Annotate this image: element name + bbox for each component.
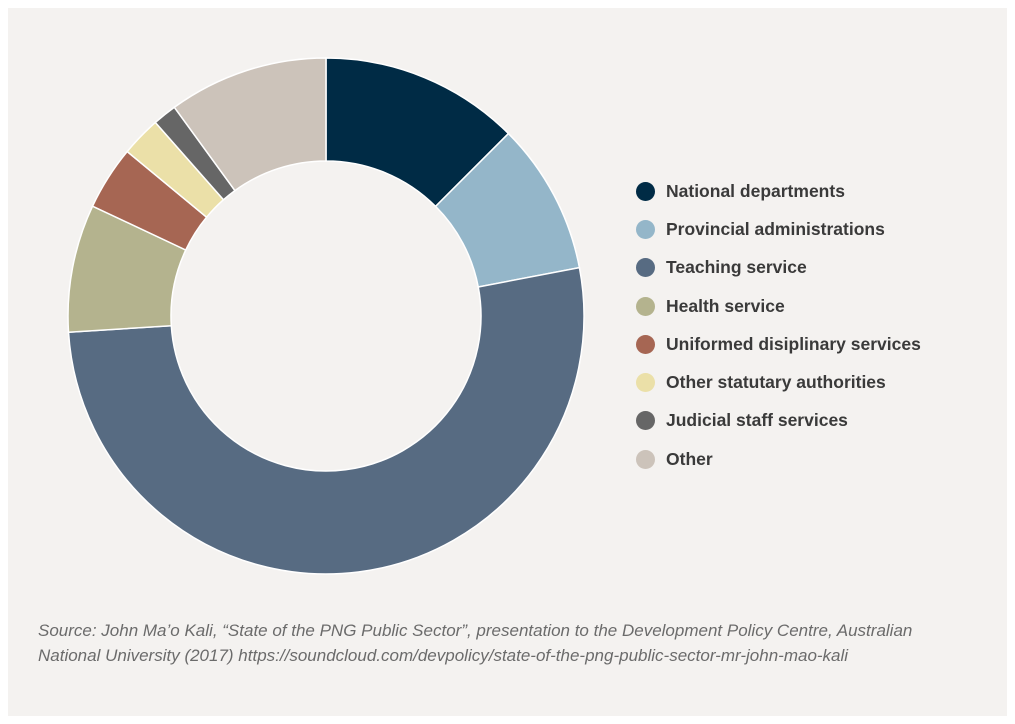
legend-swatch: [636, 449, 655, 469]
legend-item: Teaching service: [636, 249, 921, 287]
legend-swatch: [636, 373, 655, 393]
legend-item: Other statutary authorities: [636, 363, 921, 401]
legend-item: National departments: [636, 172, 921, 210]
donut-chart: [67, 57, 585, 575]
legend-swatch: [636, 181, 655, 201]
legend-item: Judicial staff services: [636, 402, 921, 440]
donut-slice-other: [173, 57, 327, 192]
legend-item: Health service: [636, 287, 921, 325]
legend-swatch: [636, 258, 655, 278]
legend-label: Other: [666, 448, 713, 469]
legend-label: Health service: [666, 295, 785, 316]
source-note: Source: John Ma’o Kali, “State of the PN…: [38, 621, 913, 665]
legend-item: Uniformed disiplinary services: [636, 325, 921, 363]
legend-swatch: [636, 296, 655, 316]
legend-label: Other statutary authorities: [666, 372, 886, 393]
legend-swatch: [636, 219, 655, 239]
legend-item: Provincial administrations: [636, 210, 921, 248]
legend-swatch: [636, 411, 655, 431]
legend-label: Judicial staff services: [666, 410, 848, 431]
donut-slice-teaching-service: [67, 266, 585, 575]
legend-label: Uniformed disiplinary services: [666, 333, 921, 354]
legend-item: Other: [636, 440, 921, 478]
legend: National departments Provincial administr…: [636, 172, 921, 478]
chart-panel: National departments Provincial administr…: [8, 8, 1007, 716]
legend-label: National departments: [666, 180, 845, 201]
legend-label: Provincial administrations: [666, 218, 885, 239]
legend-swatch: [636, 334, 655, 354]
legend-label: Teaching service: [666, 257, 807, 278]
